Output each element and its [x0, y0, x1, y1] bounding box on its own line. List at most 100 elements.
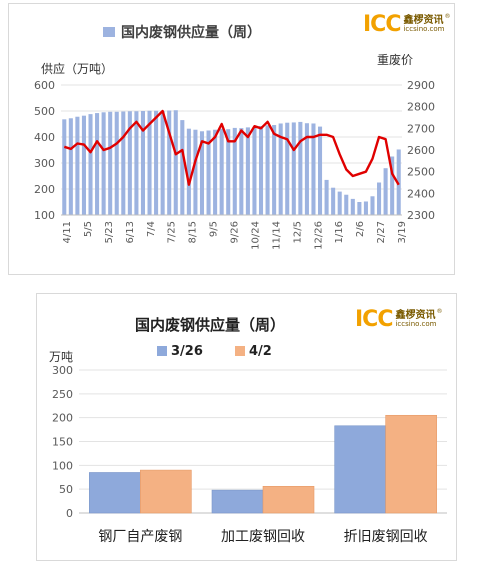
x-tick-label: 4/11	[62, 221, 73, 243]
supply-bar	[75, 116, 80, 215]
supply-bar	[134, 111, 139, 215]
supply-bar	[213, 129, 218, 215]
x-tick-label: 5/5	[83, 221, 94, 237]
category-label: 钢厂自产废钢	[98, 529, 182, 545]
x-tick-label: 2/27	[376, 221, 387, 243]
y-axis-label: 万吨	[49, 350, 73, 364]
y-tick-right: 2700	[407, 122, 435, 135]
x-tick-label: 1/16	[334, 221, 345, 243]
supply-bar	[258, 126, 264, 215]
supply-bar	[265, 125, 270, 215]
y-tick: 0	[66, 507, 73, 520]
supply-bar	[114, 111, 119, 215]
y-tick: 200	[52, 412, 73, 425]
supply-bar	[317, 126, 323, 215]
supply-bar	[199, 131, 205, 215]
supply-bar	[298, 121, 303, 215]
category-bar	[140, 469, 192, 514]
supply-bar	[173, 110, 178, 215]
supply-bar	[108, 111, 113, 215]
x-tick-label: 12/26	[313, 221, 324, 250]
legend-label: 4/2	[249, 344, 272, 359]
supply-bar	[140, 111, 146, 215]
supply-bar	[160, 111, 165, 215]
y-tick-left: 500	[34, 105, 55, 118]
y-tick-left: 400	[34, 131, 55, 144]
supply-bar	[357, 202, 362, 215]
logo-reg: ®	[444, 13, 451, 20]
y-tick-right: 2900	[407, 79, 435, 92]
supply-bar	[304, 123, 309, 215]
category-supply-chart: 国内废钢供应量（周） 万吨 3/26 4/2 0 50 100 150 200 250 300 钢厂自…	[49, 316, 447, 545]
x-tick-label: 9/5	[209, 221, 220, 237]
x-tick-label: 6/13	[125, 221, 136, 243]
x-tick-label: 7/25	[167, 221, 178, 243]
legend-swatch	[157, 346, 167, 356]
legend-label: 国内废钢供应量（周）	[121, 24, 261, 41]
x-tick-label: 2/6	[355, 221, 366, 237]
supply-bar	[239, 128, 244, 215]
supply-bar	[95, 113, 100, 215]
legend-swatch	[235, 346, 245, 356]
supply-bar	[272, 125, 277, 215]
chart-panel-weekly-supply: 国内废钢供应量（周） 供应（万吨） 重废价 100 200 300 400 500 600 230…	[8, 3, 455, 275]
category-bar	[89, 472, 141, 514]
x-tick-label: 5/23	[104, 221, 115, 243]
supply-bar	[252, 126, 257, 215]
y-tick-right: 2500	[407, 166, 435, 179]
supply-price-chart: 国内废钢供应量（周） 供应（万吨） 重废价 100 200 300 400 500 600 230…	[34, 24, 435, 250]
y-tick: 300	[52, 364, 73, 377]
chart-panel-category-supply: 国内废钢供应量（周） 万吨 3/26 4/2 0 50 100 150 200 250 300 钢厂自…	[36, 293, 457, 561]
y-tick-left: 100	[34, 209, 55, 222]
supply-bar	[121, 111, 126, 215]
y-tick: 100	[52, 459, 73, 472]
supply-bar	[245, 127, 250, 215]
supply-bar	[390, 156, 395, 215]
supply-bar	[232, 127, 237, 215]
logo-brand: ICC	[363, 12, 401, 37]
supply-bar	[62, 119, 67, 215]
category-bar	[262, 486, 315, 514]
x-tick-label: 9/26	[230, 221, 241, 243]
category-label: 加工废钢回收	[221, 529, 305, 545]
category-bar	[334, 425, 386, 514]
logo-url-2: iccsino.com	[395, 320, 437, 328]
supply-bar	[127, 111, 132, 215]
y-tick-right: 2800	[407, 101, 435, 114]
logo-reg-2: ®	[436, 308, 443, 315]
supply-bar	[370, 196, 375, 215]
legend-label: 3/26	[171, 344, 203, 359]
y-axis-right-label: 重废价	[377, 52, 413, 67]
supply-bar	[383, 168, 388, 215]
icc-logo-2: ICC 鑫椤资讯 iccsino.com ®	[355, 307, 443, 332]
supply-bar	[291, 122, 296, 215]
supply-bar	[101, 112, 106, 215]
logo-cn-2: 鑫椤资讯	[395, 310, 436, 321]
supply-bar	[278, 123, 283, 215]
supply-bar	[285, 122, 290, 215]
x-tick-label: 7/4	[146, 221, 157, 237]
y-tick-left: 600	[34, 79, 55, 92]
supply-bar	[311, 123, 316, 215]
supply-bar	[324, 179, 329, 215]
supply-bar	[344, 194, 349, 215]
supply-bar	[226, 129, 231, 215]
supply-bar	[186, 128, 191, 215]
category-bar	[385, 414, 437, 514]
x-tick-label: 10/24	[250, 221, 261, 250]
supply-bar	[350, 198, 355, 215]
supply-bar	[147, 110, 152, 215]
category-bar	[211, 489, 264, 514]
y-tick-left: 200	[34, 183, 55, 196]
y-axis-left-label: 供应（万吨）	[41, 61, 113, 76]
supply-bar	[154, 110, 159, 215]
x-tick-label: 12/5	[292, 221, 303, 243]
category-label: 折旧废钢回收	[344, 529, 428, 545]
supply-bar	[331, 187, 336, 215]
supply-bar	[193, 129, 198, 215]
x-tick-label: 8/15	[188, 221, 199, 243]
supply-bar	[337, 191, 342, 215]
logo-cn: 鑫椤资讯	[403, 15, 444, 26]
supply-bar	[206, 130, 211, 215]
y-tick-right: 2300	[407, 209, 435, 222]
